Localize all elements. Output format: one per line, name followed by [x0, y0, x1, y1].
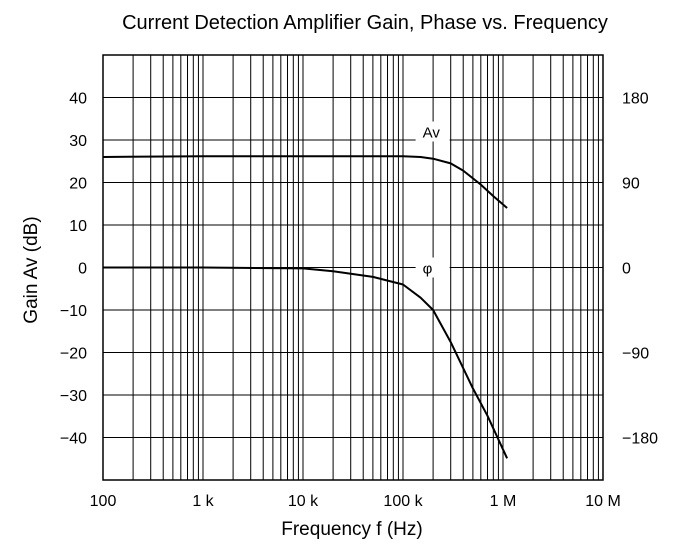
y-tick-label: 0 [78, 261, 87, 278]
y-tick-label: 10 [69, 218, 87, 235]
x-axis-label: Frequency f (Hz) [281, 519, 422, 540]
x-tick-label: 1 k [192, 493, 214, 510]
y2-tick-label: 90 [622, 176, 640, 193]
y-tick-label: 40 [69, 91, 87, 108]
x-tick-label: 10 k [288, 493, 319, 510]
y2-tick-label: 0 [622, 261, 631, 278]
y-axis-label: Gain Av (dB) [21, 216, 42, 323]
y-tick-label: −30 [60, 388, 87, 405]
series-label-gain: Av [423, 125, 441, 142]
y-tick-label: −20 [60, 346, 87, 363]
y-tick-label: −40 [60, 431, 87, 448]
series-line-gain [102, 155, 508, 209]
y2-tick-label: 180 [622, 91, 649, 108]
series-label-bg [415, 257, 450, 278]
series-line-phase [103, 266, 509, 459]
series-lines: Av φ [102, 121, 509, 459]
y-tick-label: 30 [69, 133, 87, 150]
series-label-bg [415, 121, 450, 142]
x-tick-label: 10 M [585, 493, 621, 510]
y-tick-label: −10 [60, 303, 87, 320]
x-tick-label: 1 M [490, 493, 517, 510]
y2-tick-label: −90 [622, 346, 649, 363]
y-tick-label: 20 [69, 176, 87, 193]
series-label-phase: φ [423, 261, 433, 278]
x-tick-label: 100 [90, 493, 117, 510]
y2-tick-label: −180 [622, 431, 658, 448]
x-tick-label: 100 k [383, 493, 423, 510]
chart-title: Current Detection Amplifier Gain, Phase … [122, 12, 608, 34]
